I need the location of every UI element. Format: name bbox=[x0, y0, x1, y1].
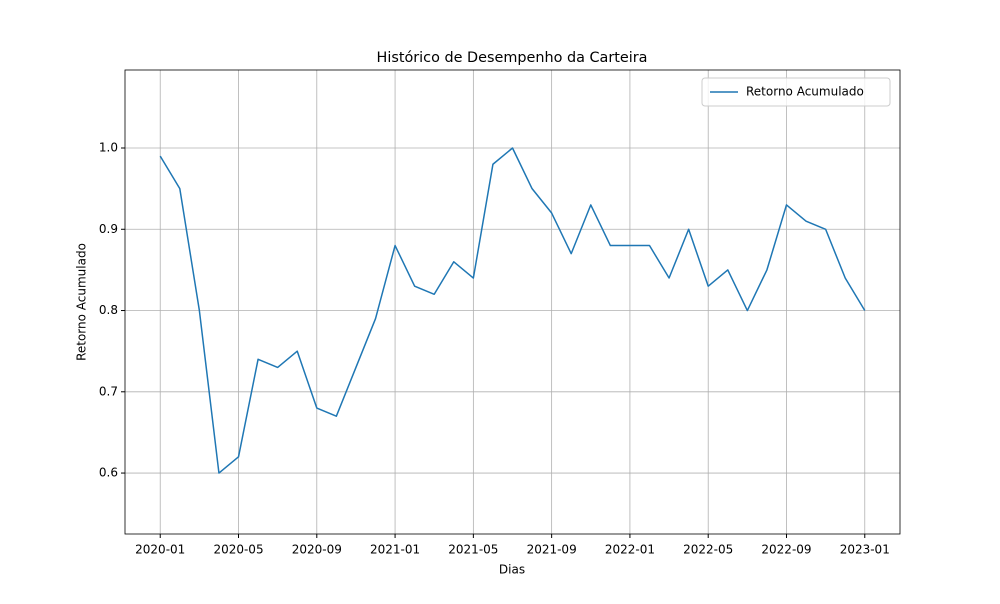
legend-box bbox=[701, 77, 891, 107]
x-tick-label: 2021-05 bbox=[448, 543, 498, 557]
x-tick-label: 2021-01 bbox=[370, 543, 420, 557]
x-tick-label: 2020-09 bbox=[292, 543, 342, 557]
x-tick-label: 2022-01 bbox=[605, 543, 655, 557]
chart-title: Histórico de Desempenho da Carteira bbox=[377, 50, 648, 66]
x-tick-label: 2022-05 bbox=[683, 543, 733, 557]
x-tick-label: 2020-01 bbox=[135, 543, 185, 557]
y-tick-label: 1.0 bbox=[99, 141, 118, 155]
x-tick-label: 2021-09 bbox=[527, 543, 577, 557]
x-tick-label: 2023-01 bbox=[840, 543, 890, 557]
x-axis-label: Dias bbox=[499, 563, 525, 577]
plot-frame bbox=[124, 69, 901, 535]
y-tick-label: 0.6 bbox=[99, 466, 118, 480]
x-tick-label: 2020-05 bbox=[213, 543, 263, 557]
y-tick-label: 0.8 bbox=[99, 303, 118, 317]
legend-label: Retorno Acumulado bbox=[746, 85, 864, 99]
y-tick-label: 0.7 bbox=[99, 384, 118, 398]
y-axis-label: Retorno Acumulado bbox=[75, 243, 89, 361]
line-series bbox=[159, 147, 866, 474]
x-tick-label: 2022-09 bbox=[761, 543, 811, 557]
y-tick-label: 0.9 bbox=[99, 222, 118, 236]
